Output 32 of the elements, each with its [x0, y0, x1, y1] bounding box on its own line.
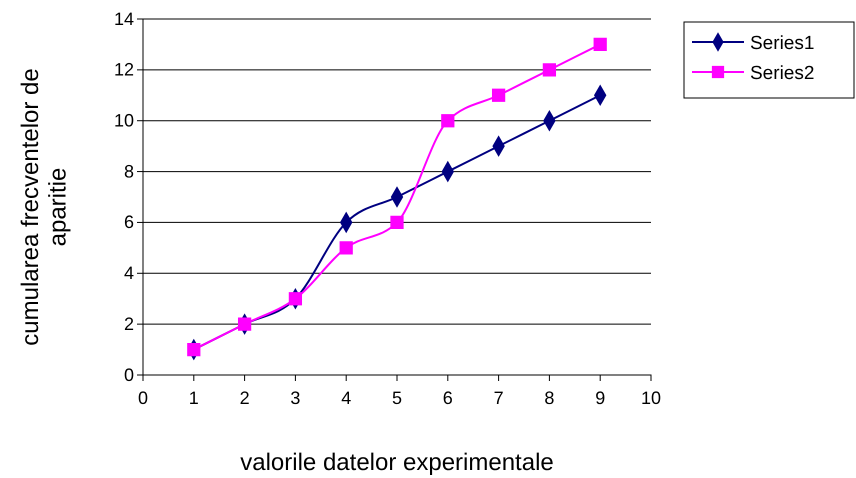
y-tick-label: 8 — [124, 161, 134, 182]
x-tick-label: 4 — [341, 388, 352, 408]
point — [492, 88, 506, 102]
point — [340, 241, 353, 254]
x-tick-label: 6 — [442, 388, 453, 408]
x-tick-label: 3 — [290, 388, 300, 408]
x-axis-title: valorile datelor experimentale — [240, 449, 554, 476]
point — [542, 63, 556, 76]
x-tick-label: 8 — [544, 388, 554, 408]
point — [238, 318, 252, 331]
y-axis-title: cumularea frecventelor de aparitie — [17, 68, 72, 346]
y-tick-label: 2 — [124, 314, 134, 334]
x-tick-label: 0 — [138, 388, 148, 408]
x-tick-label: 7 — [494, 388, 504, 408]
point — [187, 342, 200, 356]
x-tick-label: 2 — [240, 388, 250, 408]
x-tick-label: 9 — [595, 388, 606, 408]
legend-label: Series1 — [750, 33, 814, 54]
y-tick-label: 12 — [114, 60, 134, 80]
x-tick-label: 10 — [640, 388, 662, 408]
x-tick-label: 1 — [188, 388, 199, 408]
legend-label: Series2 — [750, 63, 814, 84]
point — [594, 38, 607, 52]
y-tick-label: 6 — [124, 212, 134, 232]
point — [441, 114, 454, 128]
point — [390, 216, 404, 230]
y-tick-label: 4 — [124, 263, 134, 284]
y-tick-label: 14 — [114, 8, 134, 29]
x-tick-label: 5 — [392, 388, 402, 408]
y-tick-label: 0 — [124, 364, 134, 385]
point — [288, 292, 302, 306]
y-tick-label: 10 — [114, 110, 134, 130]
